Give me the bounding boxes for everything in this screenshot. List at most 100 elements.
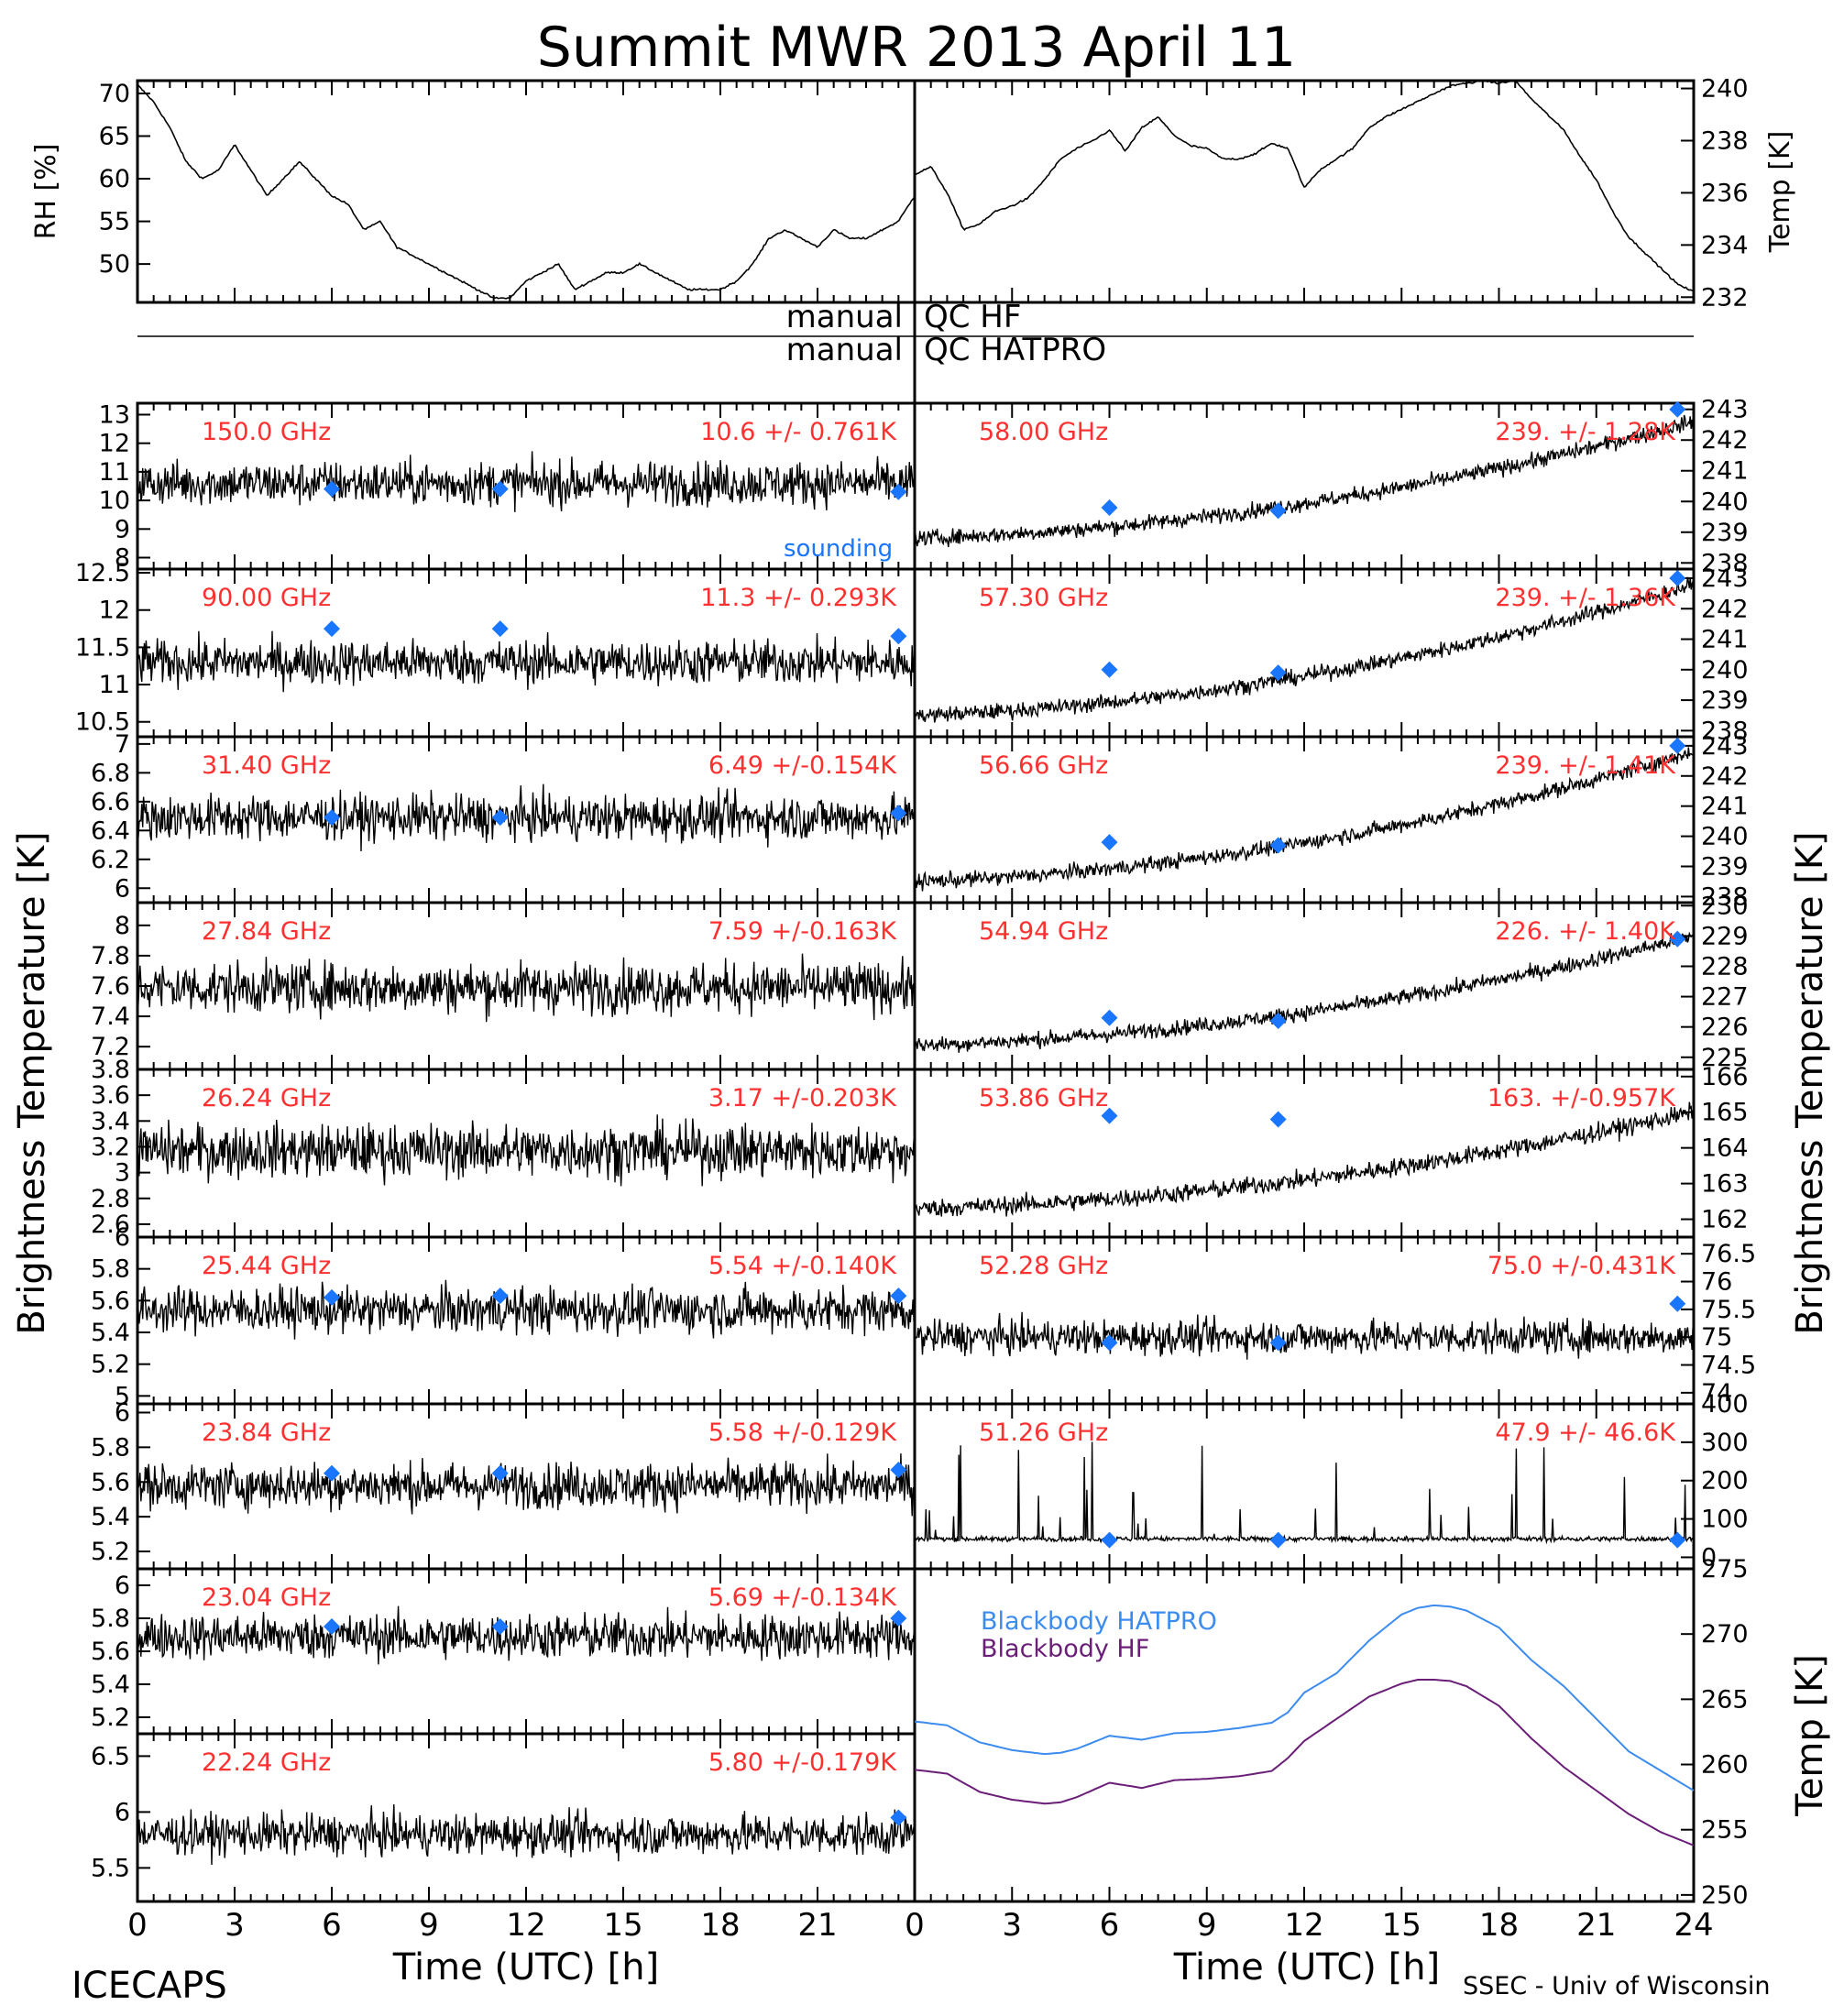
rh-frame xyxy=(136,79,916,304)
bt-23.84-ytick-label: 5.6 xyxy=(91,1468,130,1496)
bt-150-ytick-label: 13 xyxy=(99,400,130,429)
bt-57.30-ytick-label: 241 xyxy=(1701,626,1749,654)
bt-23.04-channel-label: 23.04 GHz xyxy=(202,1583,331,1612)
xtick-label-right: 0 xyxy=(905,1907,925,1944)
bt-54.94-sounding-point xyxy=(1101,1009,1118,1026)
bt-58.00-ytick-label: 242 xyxy=(1701,426,1749,455)
xlabel-left: Time (UTC) [h] xyxy=(392,1946,659,1989)
bt-22.24-series-trace xyxy=(137,1803,916,1866)
bt-58.00-stats-label: 239. +/- 1.28K xyxy=(1495,418,1676,446)
bt-31.40-channel-label: 31.40 GHz xyxy=(202,751,331,780)
figure-title: Summit MWR 2013 April 11 xyxy=(537,16,1296,80)
bt-150-sounding-point xyxy=(324,480,340,498)
bt-23.04-ytick-label: 5.8 xyxy=(91,1605,130,1633)
bt-54.94-ytick-label: 229 xyxy=(1701,922,1749,950)
bt-57.30-ytick-label: 242 xyxy=(1701,595,1749,623)
bt-25.44-ytick-label: 5 xyxy=(115,1382,130,1410)
bt-31.40-ytick-label: 6.4 xyxy=(91,816,130,845)
temp-ytick-label: 234 xyxy=(1701,231,1749,259)
blackbody-ytick-label: 255 xyxy=(1701,1816,1749,1845)
bt-51.26-ytick-label: 0 xyxy=(1701,1543,1717,1572)
bt-90-ytick-label: 12 xyxy=(99,597,130,625)
blackbody-series-1 xyxy=(914,1679,1695,1846)
xtick-label-right: 21 xyxy=(1576,1907,1616,1944)
bt-22.24-channel-label: 22.24 GHz xyxy=(202,1748,331,1777)
blackbody-series-0 xyxy=(914,1604,1695,1791)
bt-90-series-trace xyxy=(137,630,916,693)
bt-150-ytick-label: 9 xyxy=(115,515,130,543)
bt-51.26-ytick-label: 400 xyxy=(1701,1390,1749,1419)
bt-53.86-sounding-point xyxy=(1269,1111,1287,1128)
bt-31.40-sounding-point xyxy=(890,805,907,822)
bt-52.28-ytick-label: 75.5 xyxy=(1701,1296,1756,1324)
temp-frame xyxy=(913,79,1696,304)
bt-56.66-sounding-point xyxy=(1269,837,1287,854)
bt-57.30-ytick-label: 239 xyxy=(1701,686,1749,715)
bt-53.86-series-trace xyxy=(914,1101,1695,1217)
bt-25.44-series-trace xyxy=(137,1279,916,1340)
blackbody-ytick-label: 250 xyxy=(1701,1881,1749,1910)
bt-56.66-ytick-label: 240 xyxy=(1701,823,1749,851)
bt-25.44-ytick-label: 5.8 xyxy=(91,1255,130,1284)
xtick-label-left: 15 xyxy=(603,1907,642,1944)
bt-31.40-ytick-label: 6.6 xyxy=(91,788,130,816)
bt-56.66-stats-label: 239. +/- 1.41K xyxy=(1495,751,1676,780)
bt-52.28-series-trace xyxy=(914,1311,1695,1360)
bt-56.66-ytick-label: 241 xyxy=(1701,793,1749,821)
bt-57.30-series-trace xyxy=(914,576,1695,723)
bt-57.30-sounding-point xyxy=(1101,661,1118,678)
bt-22.24-ytick-label: 6 xyxy=(115,1798,130,1826)
bt-23.04-sounding-point xyxy=(890,1610,907,1627)
bt-22.24-sounding-point xyxy=(890,1809,907,1826)
bt-150-ytick-label: 8 xyxy=(115,544,130,573)
temp-ylabel: Temp [K] xyxy=(1764,131,1796,254)
qc-label-right-0: QC HF xyxy=(924,299,1021,335)
bt-23.04-sounding-point xyxy=(324,1618,340,1635)
bt-90-sounding-point xyxy=(324,620,340,638)
bt-51.26-sounding-point xyxy=(1669,1531,1686,1549)
xtick-label-left: 3 xyxy=(225,1907,245,1944)
bt-23.84-sounding-point xyxy=(324,1464,340,1482)
bt-23.04-sounding-point xyxy=(491,1618,509,1635)
bt-31.40-ytick-label: 6.8 xyxy=(91,759,130,787)
rh-series-line xyxy=(137,83,916,300)
bt-51.26-series-trace xyxy=(914,1441,1695,1545)
bt-57.30-stats-label: 239. +/- 1.36K xyxy=(1495,584,1676,612)
bt-54.94-ytick-label: 226 xyxy=(1701,1013,1749,1042)
blackbody-ytick-label: 270 xyxy=(1701,1620,1749,1649)
bt-23.04-ytick-label: 5.6 xyxy=(91,1638,130,1666)
bt-56.66-sounding-point xyxy=(1101,834,1118,851)
bt-23.04-ytick-label: 6 xyxy=(115,1572,130,1600)
xtick-label-left: 0 xyxy=(127,1907,148,1944)
bt-57.30-ytick-label: 238 xyxy=(1701,717,1749,745)
bt-23.84-series-trace xyxy=(137,1453,916,1517)
x-axis: 0 3 6 9 12 15 18 21 0 3 6 9 12 15 18 21 24 xyxy=(127,1907,1713,1944)
bt-90-ytick-label: 10.5 xyxy=(75,708,130,737)
bt-26.24-ytick-label: 2.8 xyxy=(91,1185,130,1213)
blackbody-legend-1: Blackbody HF xyxy=(981,1635,1149,1663)
bt-58.00-ytick-label: 240 xyxy=(1701,488,1749,516)
bt-23.04-ytick-label: 5.2 xyxy=(91,1704,130,1732)
rh-ytick-label: 55 xyxy=(99,208,130,236)
bt-31.40-ytick-label: 6.2 xyxy=(91,846,130,874)
bt-25.44-sounding-point xyxy=(324,1288,340,1306)
bt-27.84-stats-label: 7.59 +/-0.163K xyxy=(708,917,897,946)
bt-27.84-ytick-label: 7.2 xyxy=(91,1033,130,1061)
bt-52.28-sounding-point xyxy=(1269,1334,1287,1352)
qc-label-left-0: manual xyxy=(786,299,903,335)
bt-54.94-sounding-point xyxy=(1269,1013,1287,1030)
xtick-label-left: 6 xyxy=(322,1907,342,1944)
rh-ytick-label: 70 xyxy=(99,80,130,108)
bt-54.94-sounding-point xyxy=(1669,930,1686,948)
temp-ytick-label: 240 xyxy=(1701,75,1749,104)
bt-57.30-ytick-label: 243 xyxy=(1701,564,1749,593)
bt-90-ytick-label: 12.5 xyxy=(75,559,130,587)
xtick-label-right: 6 xyxy=(1100,1907,1120,1944)
bt-150-stats-label: 10.6 +/- 0.761K xyxy=(700,418,897,446)
bt-58.00-sounding-point xyxy=(1269,502,1287,520)
xtick-label-right: 24 xyxy=(1674,1907,1713,1944)
rh-ytick-label: 60 xyxy=(99,165,130,193)
bt-27.84-ytick-label: 7.8 xyxy=(91,942,130,970)
